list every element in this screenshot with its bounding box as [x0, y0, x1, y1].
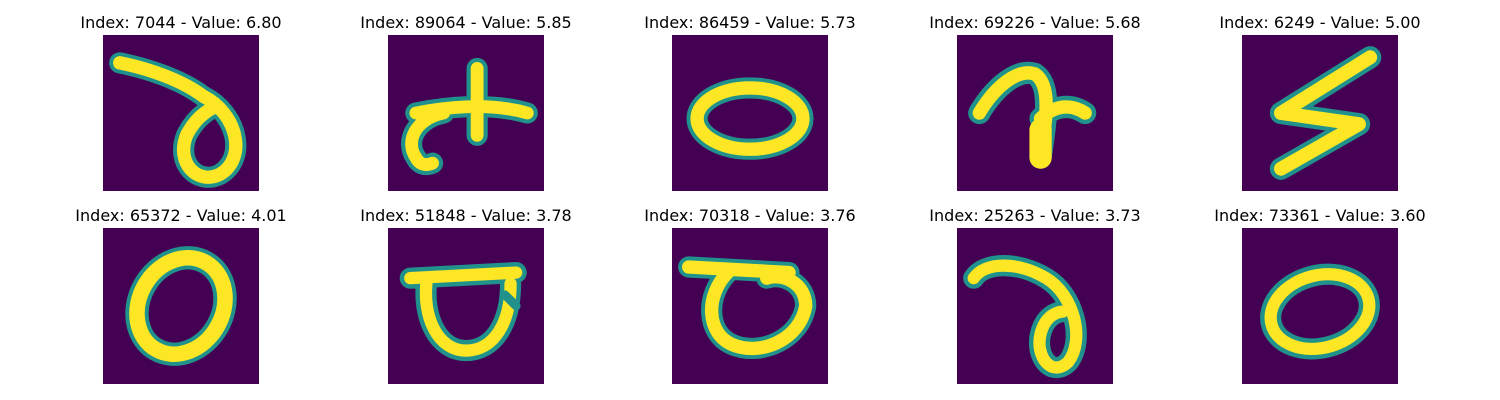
- panel-title: Index: 69226 - Value: 5.68: [929, 13, 1141, 32]
- digit-image: [957, 228, 1113, 384]
- digit-image: [1242, 228, 1398, 384]
- panel-title: Index: 86459 - Value: 5.73: [644, 13, 856, 32]
- grid-panel: Index: 89064 - Value: 5.85: [346, 12, 586, 192]
- panel-title: Index: 73361 - Value: 3.60: [1214, 206, 1426, 225]
- grid-panel: Index: 65372 - Value: 4.01: [61, 205, 301, 385]
- digit-image: [103, 228, 259, 384]
- panel-title: Index: 6249 - Value: 5.00: [1219, 13, 1421, 32]
- grid-panel: Index: 51848 - Value: 3.78: [346, 205, 586, 385]
- digit-image: [672, 35, 828, 191]
- digit-image: [1242, 35, 1398, 191]
- panel-title: Index: 65372 - Value: 4.01: [75, 206, 287, 225]
- panel-title: Index: 51848 - Value: 3.78: [360, 206, 572, 225]
- panel-title: Index: 70318 - Value: 3.76: [644, 206, 856, 225]
- digit-image: [103, 35, 259, 191]
- digit-image: [388, 35, 544, 191]
- grid-panel: Index: 7044 - Value: 6.80: [61, 12, 301, 192]
- panel-title: Index: 89064 - Value: 5.85: [360, 13, 572, 32]
- grid-panel: Index: 6249 - Value: 5.00: [1200, 12, 1440, 192]
- grid-panel: Index: 70318 - Value: 3.76: [630, 205, 870, 385]
- grid-panel: Index: 86459 - Value: 5.73: [630, 12, 870, 192]
- digit-image: [672, 228, 828, 384]
- panel-title: Index: 7044 - Value: 6.80: [80, 13, 282, 32]
- grid-panel: Index: 25263 - Value: 3.73: [915, 205, 1155, 385]
- digit-image: [388, 228, 544, 384]
- digit-image: [957, 35, 1113, 191]
- panel-title: Index: 25263 - Value: 3.73: [929, 206, 1141, 225]
- grid-panel: Index: 69226 - Value: 5.68: [915, 12, 1155, 192]
- grid-panel: Index: 73361 - Value: 3.60: [1200, 205, 1440, 385]
